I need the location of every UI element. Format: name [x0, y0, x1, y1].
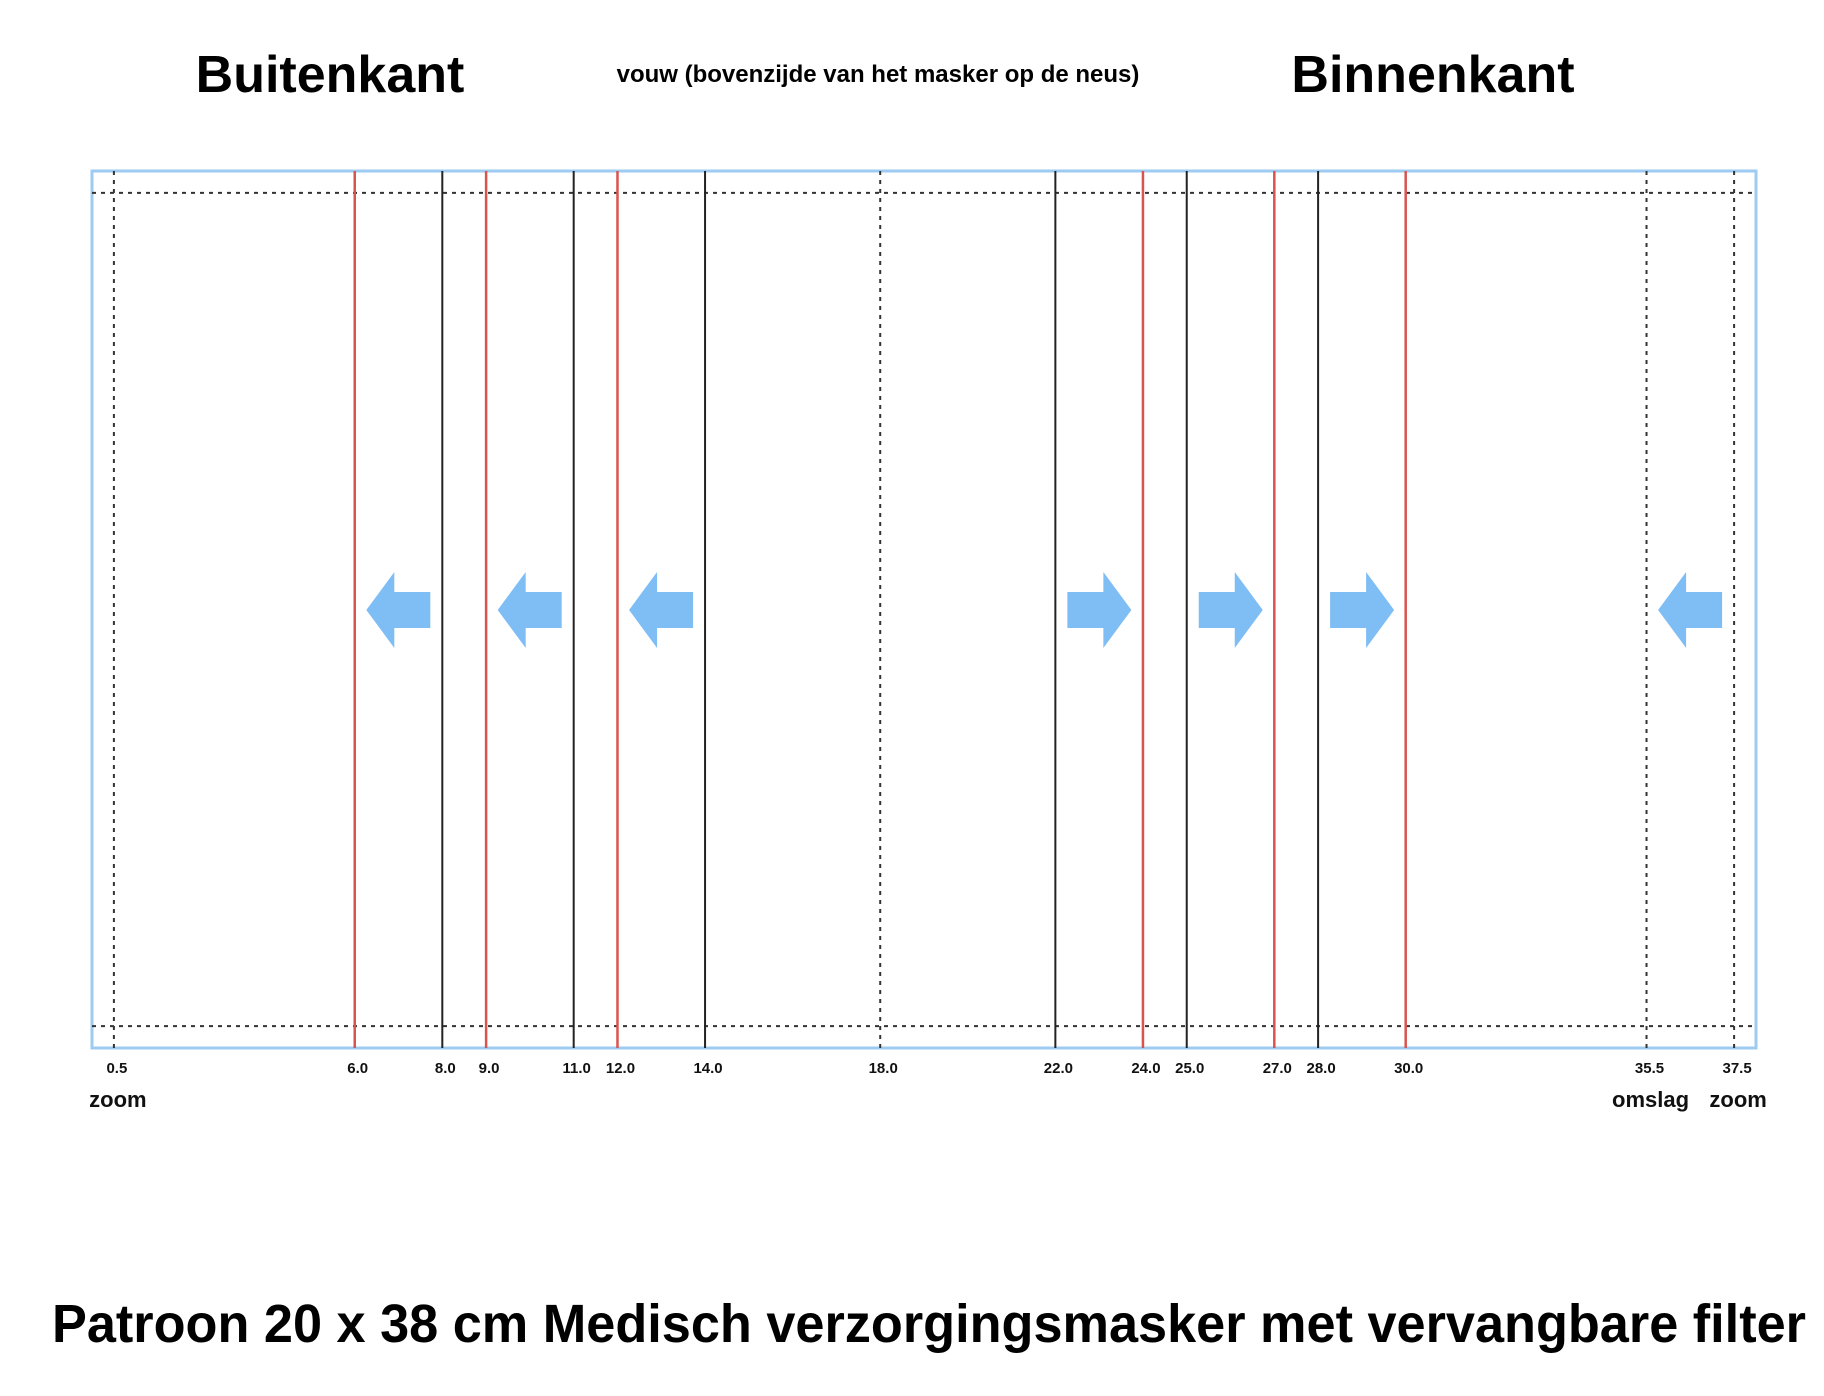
arrow-right-icon	[1067, 572, 1132, 648]
tick-label: 28.0	[1307, 1060, 1336, 1077]
arrow-right-icon	[1198, 572, 1263, 648]
tick-label: 24.0	[1131, 1060, 1160, 1077]
tick-label: 6.0	[347, 1060, 368, 1077]
arrow-left-icon	[1658, 572, 1723, 648]
tick-label: 12.0	[606, 1060, 635, 1077]
tick-label: 22.0	[1044, 1060, 1073, 1077]
pattern-lines	[92, 171, 1756, 1048]
fabric-outline	[90, 169, 1758, 1050]
tick-labels: 0.5 6.0 8.0 9.0 11.0 12.0 14.0 18.0 22.0 24.0 25.0…	[106, 1060, 1751, 1077]
heading-fold: vouw (bovenzijde van het masker op de ne…	[617, 61, 1140, 88]
tick-label: 18.0	[869, 1060, 898, 1077]
arrow-left-icon	[497, 572, 562, 648]
tick-label: 30.0	[1394, 1060, 1423, 1077]
edge-label: zoom	[89, 1087, 146, 1112]
edge-labels: zoom omslag zoom	[89, 1087, 1767, 1112]
pattern-title: Patroon 20 x 38 cm Medisch verzorgingsma…	[52, 1294, 1806, 1354]
tick-label: 0.5	[106, 1060, 127, 1077]
edge-label: omslag	[1612, 1087, 1689, 1112]
tick-label: 11.0	[562, 1060, 590, 1077]
tick-label: 25.0	[1175, 1060, 1204, 1077]
tick-label: 8.0	[435, 1060, 456, 1077]
heading-outside: Buitenkant	[196, 46, 465, 104]
tick-label: 9.0	[479, 1060, 500, 1077]
arrow-left-icon	[629, 572, 694, 648]
edge-label: zoom	[1709, 1087, 1766, 1112]
arrow-left-icon	[366, 572, 431, 648]
heading-inside: Binnenkant	[1291, 46, 1574, 104]
tick-label: 37.5	[1723, 1060, 1752, 1077]
tick-label: 14.0	[693, 1060, 722, 1077]
tick-label: 35.5	[1635, 1060, 1664, 1077]
tick-label: 27.0	[1263, 1060, 1292, 1077]
fold-arrows	[366, 572, 1723, 648]
arrow-right-icon	[1330, 572, 1395, 648]
